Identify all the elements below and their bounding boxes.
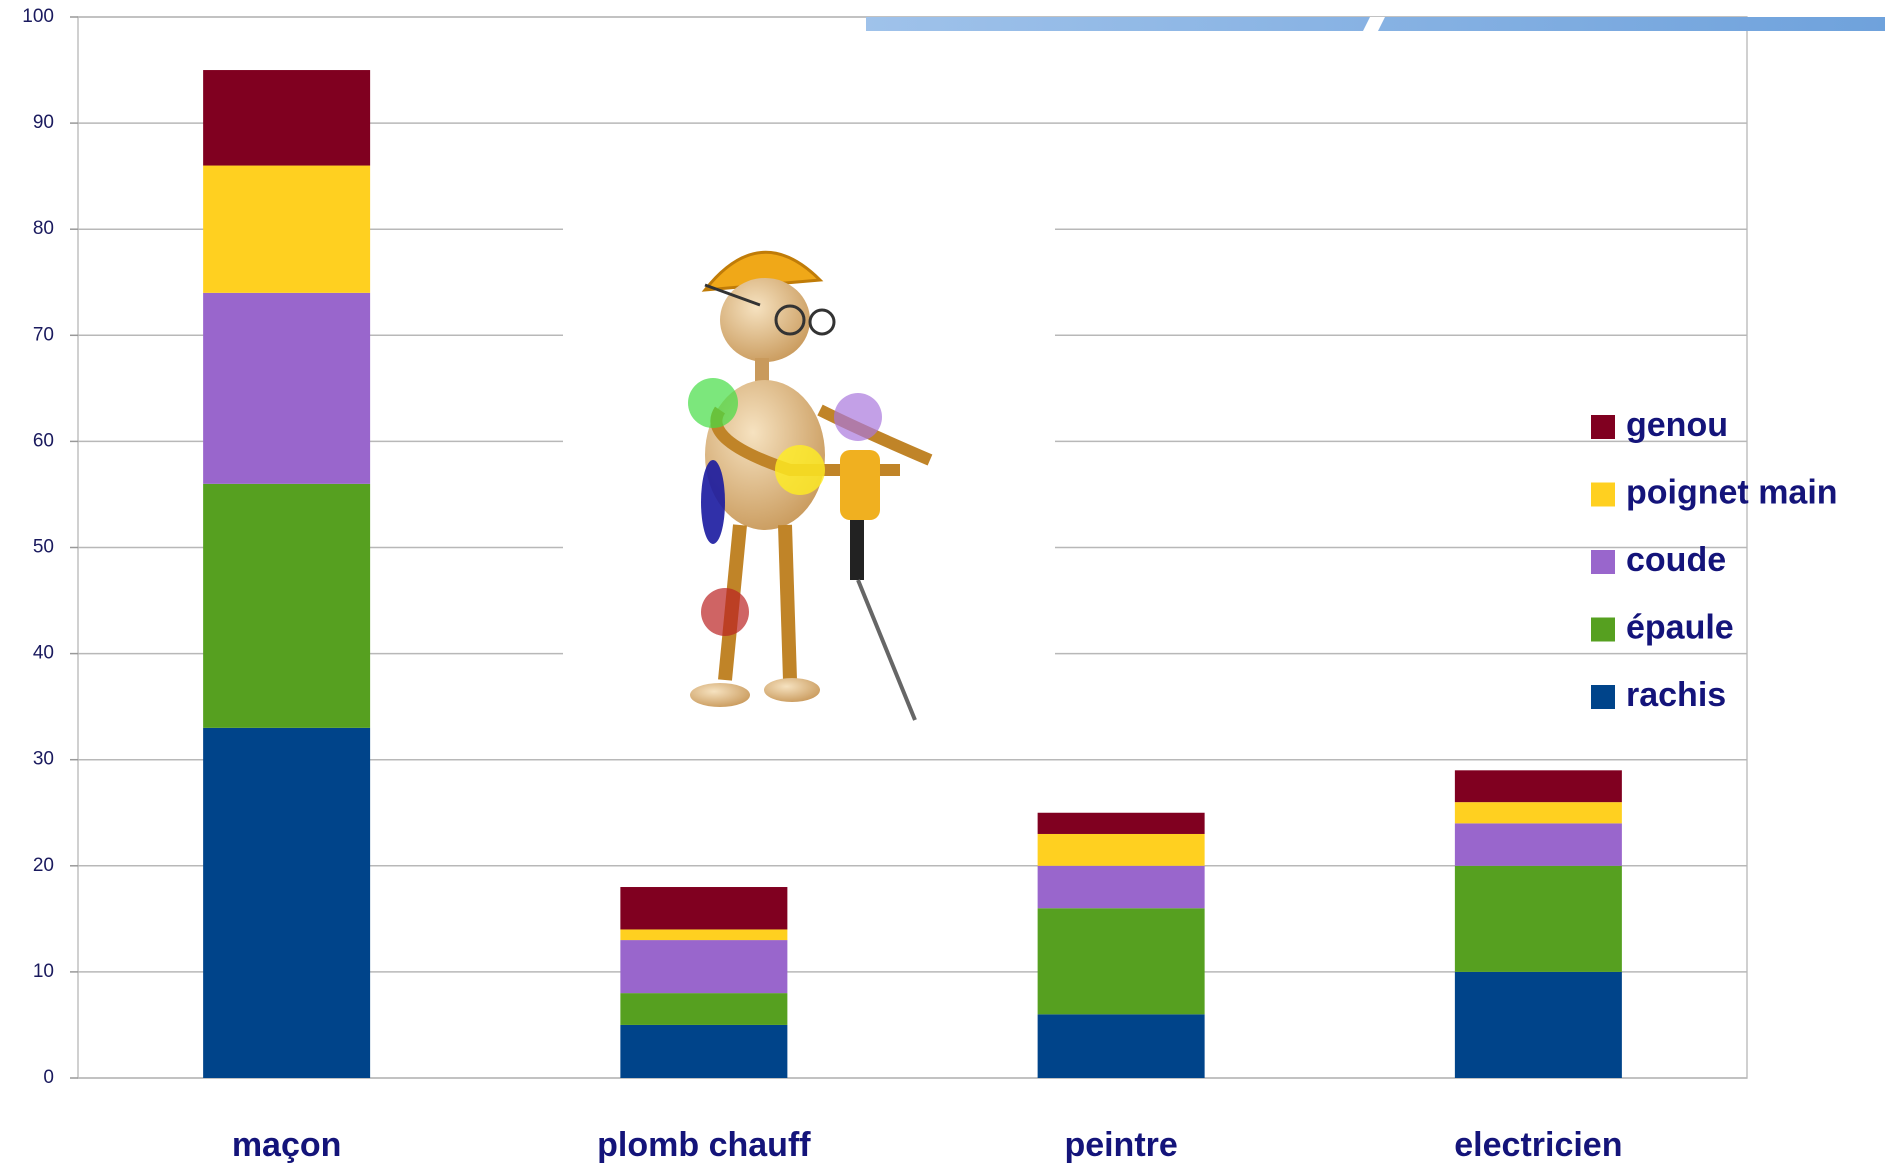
y-tick-label: 80 — [33, 218, 54, 239]
legend-swatch — [1591, 685, 1615, 709]
legend-label: poignet main — [1626, 473, 1838, 511]
bar-segment — [203, 165, 371, 293]
x-tick-label: peintre — [1064, 1126, 1177, 1164]
bar-segment — [1037, 865, 1205, 909]
legend-label: épaule — [1626, 608, 1734, 646]
legend-label: rachis — [1626, 676, 1726, 714]
x-tick-label: plomb chauff — [597, 1126, 811, 1164]
y-tick-label: 40 — [33, 643, 54, 664]
bar-segment — [620, 929, 788, 941]
y-tick-label: 100 — [22, 6, 54, 27]
illustration — [563, 222, 1055, 757]
y-tick-label: 30 — [33, 749, 54, 770]
bar-segment — [203, 70, 371, 166]
bar-segment — [1454, 802, 1622, 824]
bar-segment — [1454, 823, 1622, 866]
bars: maçon plomb chauff peintre electricien rachi… — [203, 70, 1838, 1164]
bar-segment — [203, 483, 371, 728]
bar-segment — [1454, 770, 1622, 803]
y-tick-label: 60 — [33, 430, 54, 451]
y-tick-label: 20 — [33, 855, 54, 876]
decor-notch — [1363, 17, 1385, 31]
bar-segment — [1454, 865, 1622, 972]
legend-label: coude — [1626, 541, 1726, 579]
legend-swatch — [1591, 550, 1615, 574]
bar-segment — [203, 292, 371, 484]
x-tick-label: electricien — [1454, 1126, 1622, 1164]
y-tick-label: 10 — [33, 961, 54, 982]
y-tick-label: 0 — [43, 1067, 54, 1088]
legend-swatch — [1591, 415, 1615, 439]
bar-segment — [620, 1024, 788, 1078]
bar-segment — [1037, 908, 1205, 1015]
legend-label: genou — [1626, 406, 1728, 444]
bar-segment — [1037, 812, 1205, 834]
bar-segment — [1454, 971, 1622, 1078]
x-tick-label: maçon — [232, 1126, 342, 1164]
y-tick-label: 90 — [33, 112, 54, 133]
bar-segment — [1037, 1014, 1205, 1078]
bar-segment — [620, 887, 788, 930]
y-tick-label: 50 — [33, 537, 54, 558]
y-tick-label: 70 — [33, 324, 54, 345]
bar-segment — [1037, 833, 1205, 866]
legend-swatch — [1591, 482, 1615, 507]
bar-segment — [620, 940, 788, 994]
bar-segment — [620, 993, 788, 1025]
bar-segment — [203, 727, 371, 1078]
legend-swatch — [1591, 617, 1615, 642]
